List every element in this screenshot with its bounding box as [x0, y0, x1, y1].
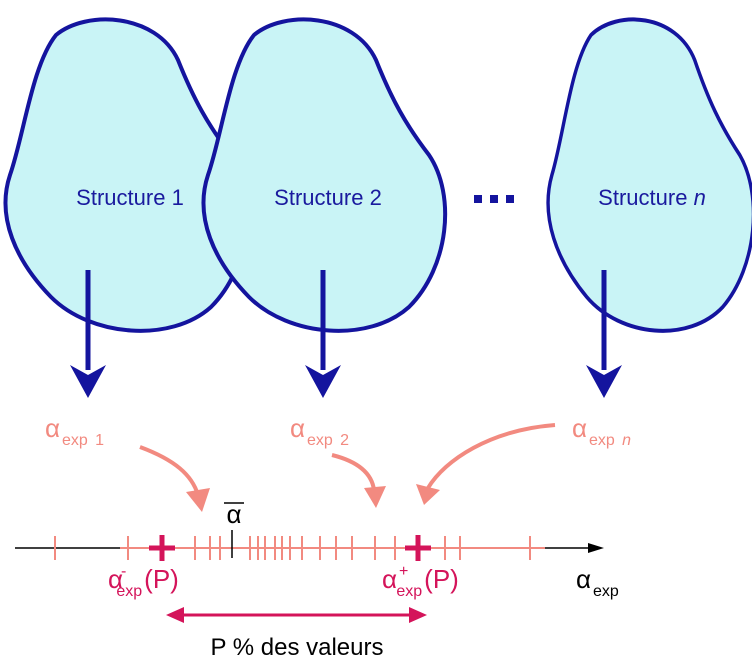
sample-arrowheads: [186, 484, 440, 512]
sample-label: α exp n: [572, 413, 631, 451]
axis: [15, 530, 604, 560]
axis-label: α exp: [576, 564, 619, 600]
structure-label: Structure n: [598, 185, 706, 210]
ellipsis: [474, 195, 514, 203]
structure-label: Structure 1: [76, 185, 184, 210]
structure-shapes: [3, 17, 752, 333]
structure-shape: [546, 17, 752, 333]
sample-label: α exp 1: [45, 413, 104, 451]
interval-arrow: [166, 607, 427, 623]
mean-label: α: [226, 499, 241, 529]
lower-bound-label: α-exp(P): [108, 563, 179, 600]
interval-label: P % des valeurs: [211, 634, 384, 661]
structure-arrows: [70, 270, 622, 398]
sample-label: α exp 2: [290, 413, 349, 451]
sample-arrows: [139, 423, 556, 496]
bound-crosses: [149, 535, 431, 561]
upper-bound-label: α + exp(P): [382, 563, 459, 600]
structure-label: Structure 2: [274, 185, 382, 210]
